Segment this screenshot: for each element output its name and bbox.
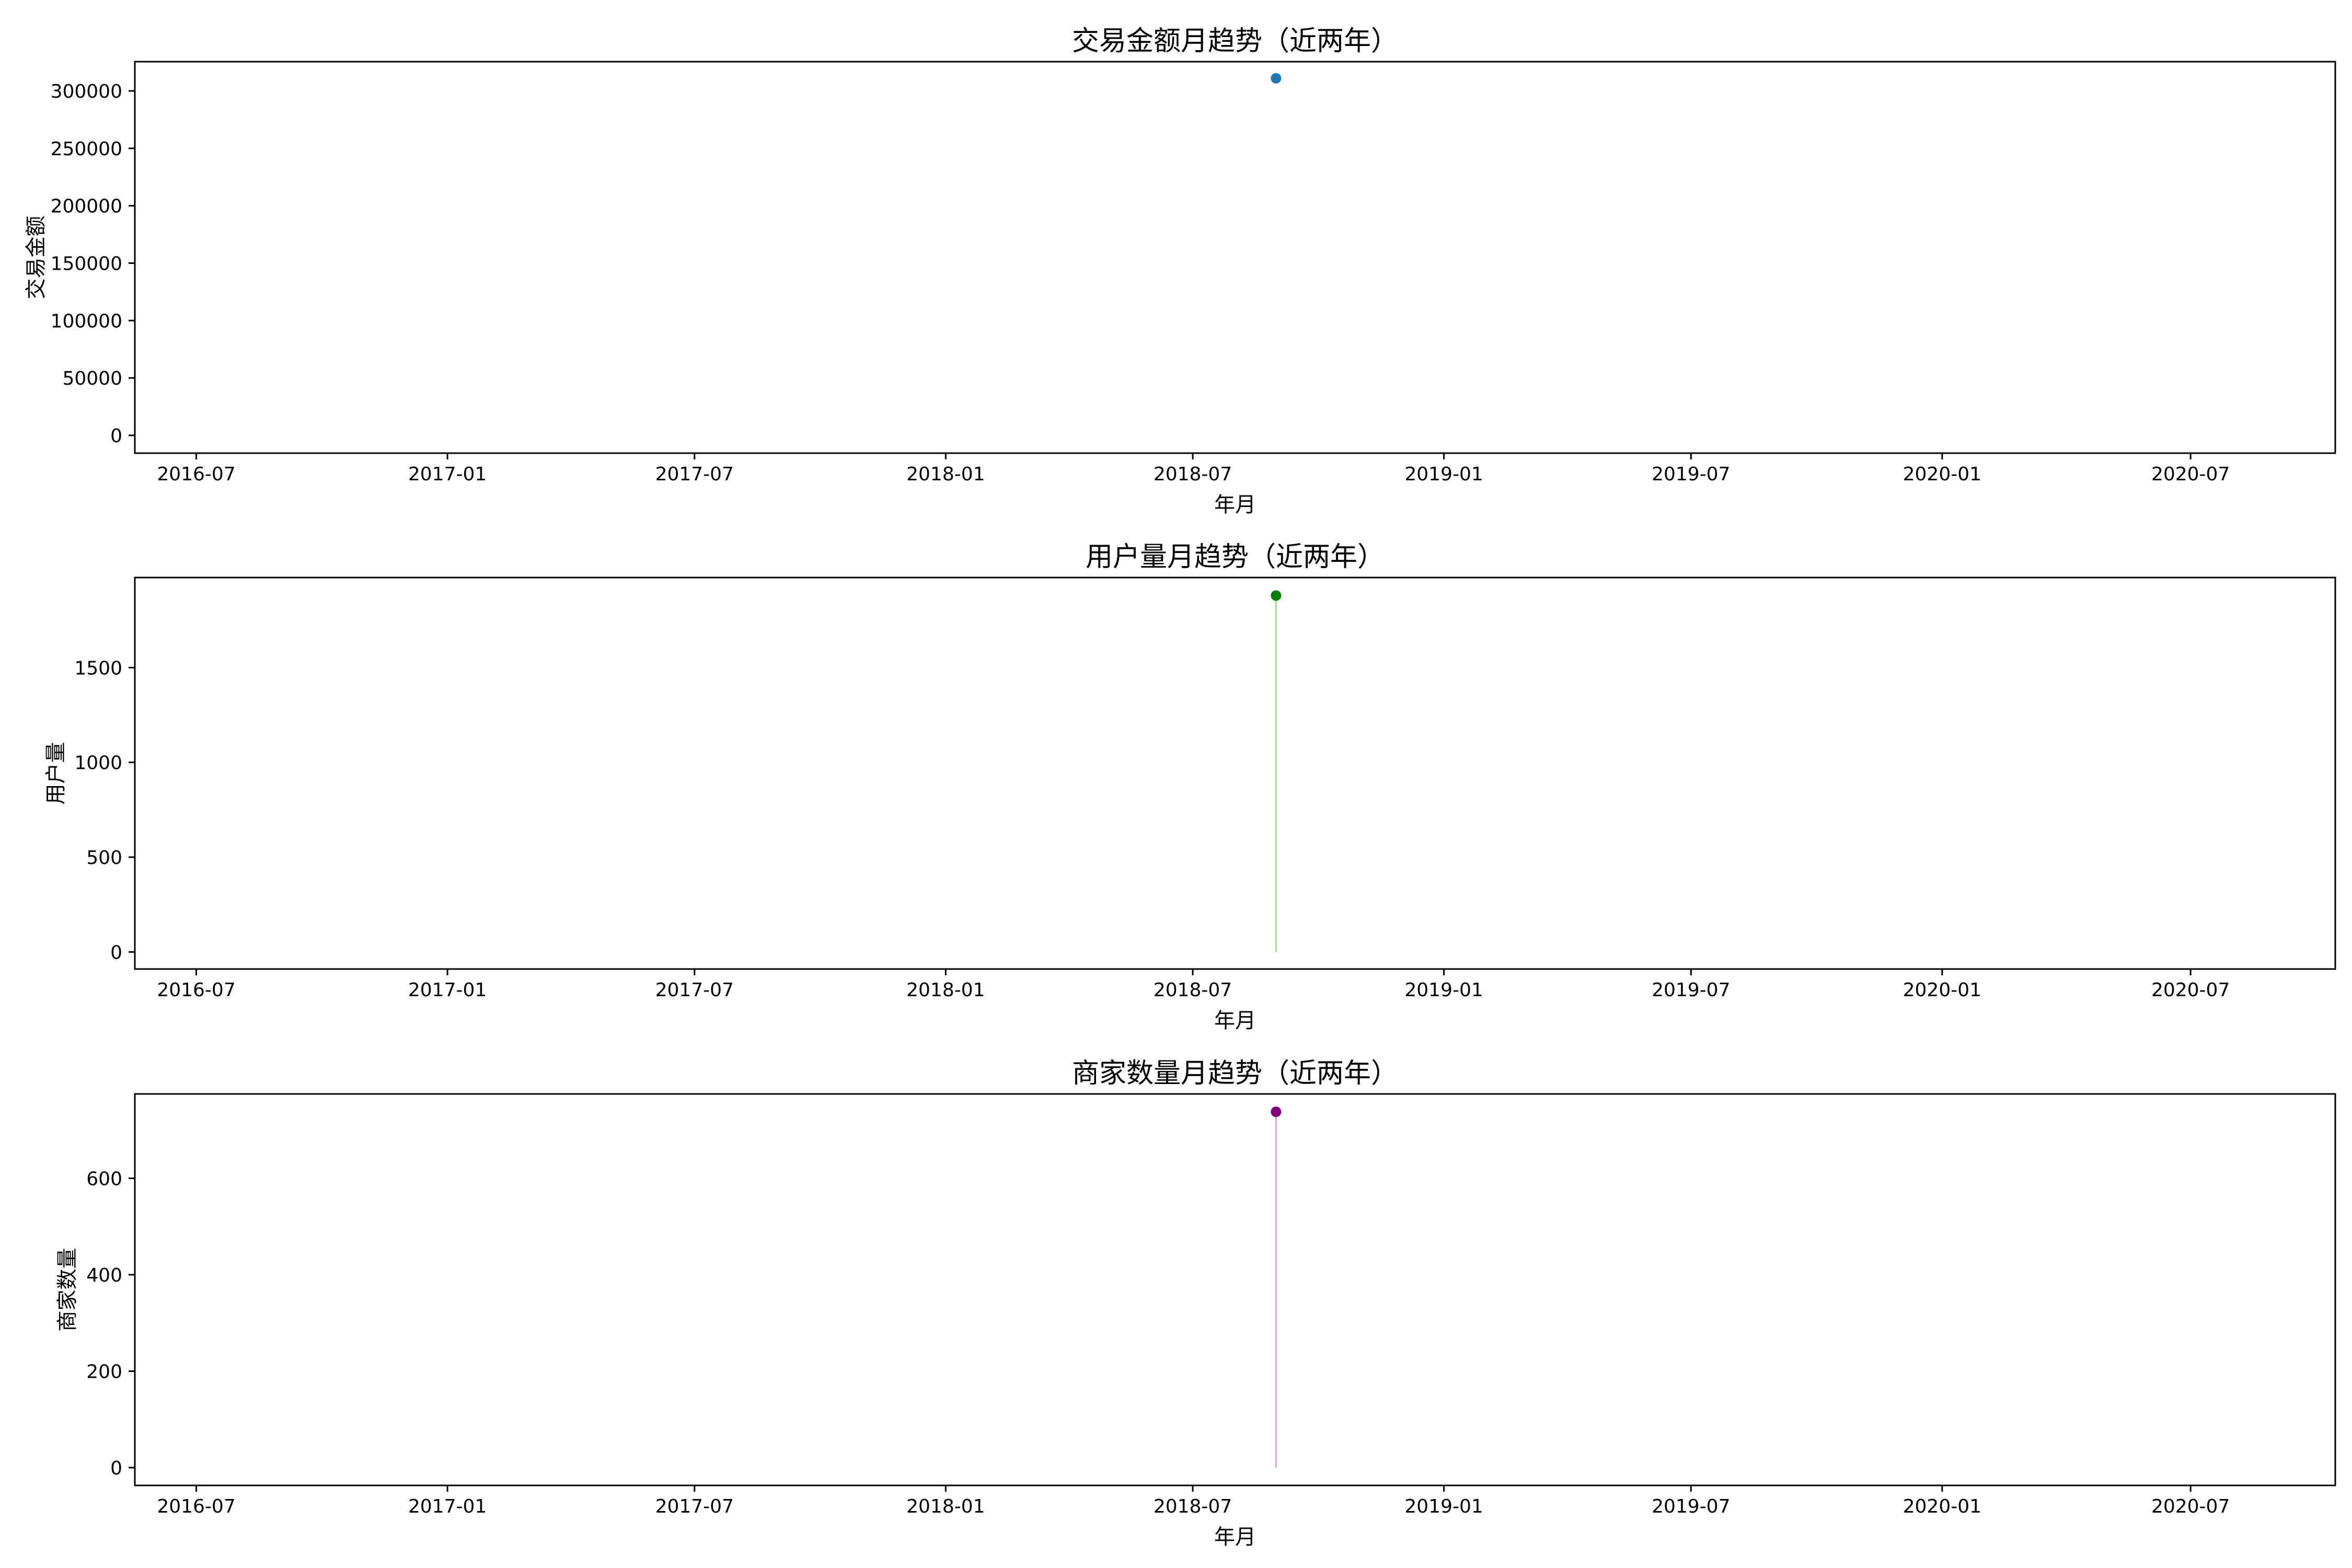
x-tick-label: 2017-01 bbox=[408, 1496, 487, 1517]
x-tick-label: 2019-01 bbox=[1404, 464, 1483, 485]
data-point bbox=[1271, 590, 1282, 601]
x-tick-label: 2018-01 bbox=[906, 1496, 985, 1517]
y-tick-label: 0 bbox=[110, 1458, 122, 1479]
chart-panel-user-count: 用户量月趋势（近两年） 年月 用户量 2016-07 2017-01 2017-07… bbox=[44, 541, 2336, 1033]
x-tick-label: 2019-01 bbox=[1404, 979, 1483, 1001]
y-axis-label: 用户量 bbox=[44, 742, 68, 805]
y-tick-label: 200 bbox=[86, 1361, 122, 1382]
chart-panel-merchant-count: 商家数量月趋势（近两年） 年月 商家数量 2016-07 2017-01 2017-… bbox=[55, 1058, 2336, 1549]
x-tick-label: 2017-07 bbox=[655, 979, 734, 1001]
x-tick-label: 2016-07 bbox=[157, 1496, 235, 1517]
x-tick-label: 2019-07 bbox=[1652, 1496, 1730, 1517]
x-tick-label: 2018-01 bbox=[906, 979, 985, 1001]
x-tick-label: 2019-07 bbox=[1652, 464, 1730, 485]
y-axis-label: 商家数量 bbox=[55, 1248, 79, 1332]
x-tick-label: 2018-07 bbox=[1154, 1496, 1232, 1517]
x-tick-label: 2020-01 bbox=[1903, 979, 1981, 1001]
y-tick-label: 250000 bbox=[51, 139, 122, 160]
x-tick-label: 2020-07 bbox=[2151, 464, 2230, 485]
y-axis-label: 交易金额 bbox=[24, 216, 48, 299]
chart-title: 用户量月趋势（近两年） bbox=[1086, 541, 1385, 573]
x-tick-label: 2018-01 bbox=[906, 464, 985, 485]
x-axis-label: 年月 bbox=[1214, 1525, 1256, 1549]
plot-frame bbox=[134, 1093, 2336, 1486]
x-tick-label: 2018-07 bbox=[1154, 979, 1232, 1001]
y-tick-label: 300000 bbox=[51, 81, 122, 102]
chart-title: 交易金额月趋势（近两年） bbox=[1072, 26, 1398, 57]
y-tick-label: 400 bbox=[86, 1265, 122, 1286]
x-tick-label: 2020-01 bbox=[1903, 1496, 1981, 1517]
data-point bbox=[1271, 1106, 1282, 1117]
y-tick-label: 500 bbox=[86, 847, 122, 869]
x-tick-label: 2016-07 bbox=[157, 464, 235, 485]
y-tick-label: 1500 bbox=[74, 658, 122, 679]
chart-title: 商家数量月趋势（近两年） bbox=[1072, 1058, 1398, 1089]
x-tick-label: 2020-07 bbox=[2151, 1496, 2230, 1517]
x-tick-label: 2017-07 bbox=[655, 1496, 734, 1517]
x-tick-label: 2017-01 bbox=[408, 464, 487, 485]
x-tick-label: 2020-01 bbox=[1903, 464, 1981, 485]
x-tick-label: 2016-07 bbox=[157, 979, 235, 1001]
x-tick-label: 2018-07 bbox=[1154, 464, 1232, 485]
x-tick-label: 2019-01 bbox=[1404, 1496, 1483, 1517]
y-tick-label: 0 bbox=[110, 425, 122, 447]
y-tick-label: 150000 bbox=[51, 253, 122, 274]
y-tick-label: 100000 bbox=[51, 310, 122, 332]
y-tick-label: 1000 bbox=[74, 753, 122, 774]
x-axis-label: 年月 bbox=[1214, 1009, 1256, 1033]
chart-panel-transaction-amount: 交易金额月趋势（近两年） 年月 交易金额 2016-07 2017-01 2017-… bbox=[24, 26, 2336, 517]
x-tick-label: 2017-01 bbox=[408, 979, 487, 1001]
x-tick-label: 2019-07 bbox=[1652, 979, 1730, 1001]
data-point bbox=[1271, 73, 1282, 84]
y-tick-label: 200000 bbox=[51, 196, 122, 217]
x-axis-label: 年月 bbox=[1214, 493, 1256, 517]
plot-frame bbox=[134, 61, 2336, 454]
y-tick-label: 50000 bbox=[62, 368, 122, 389]
x-tick-label: 2017-07 bbox=[655, 464, 734, 485]
y-tick-label: 600 bbox=[86, 1168, 122, 1190]
x-tick-label: 2020-07 bbox=[2151, 979, 2230, 1001]
plot-frame bbox=[134, 577, 2336, 970]
y-tick-label: 0 bbox=[110, 942, 122, 963]
